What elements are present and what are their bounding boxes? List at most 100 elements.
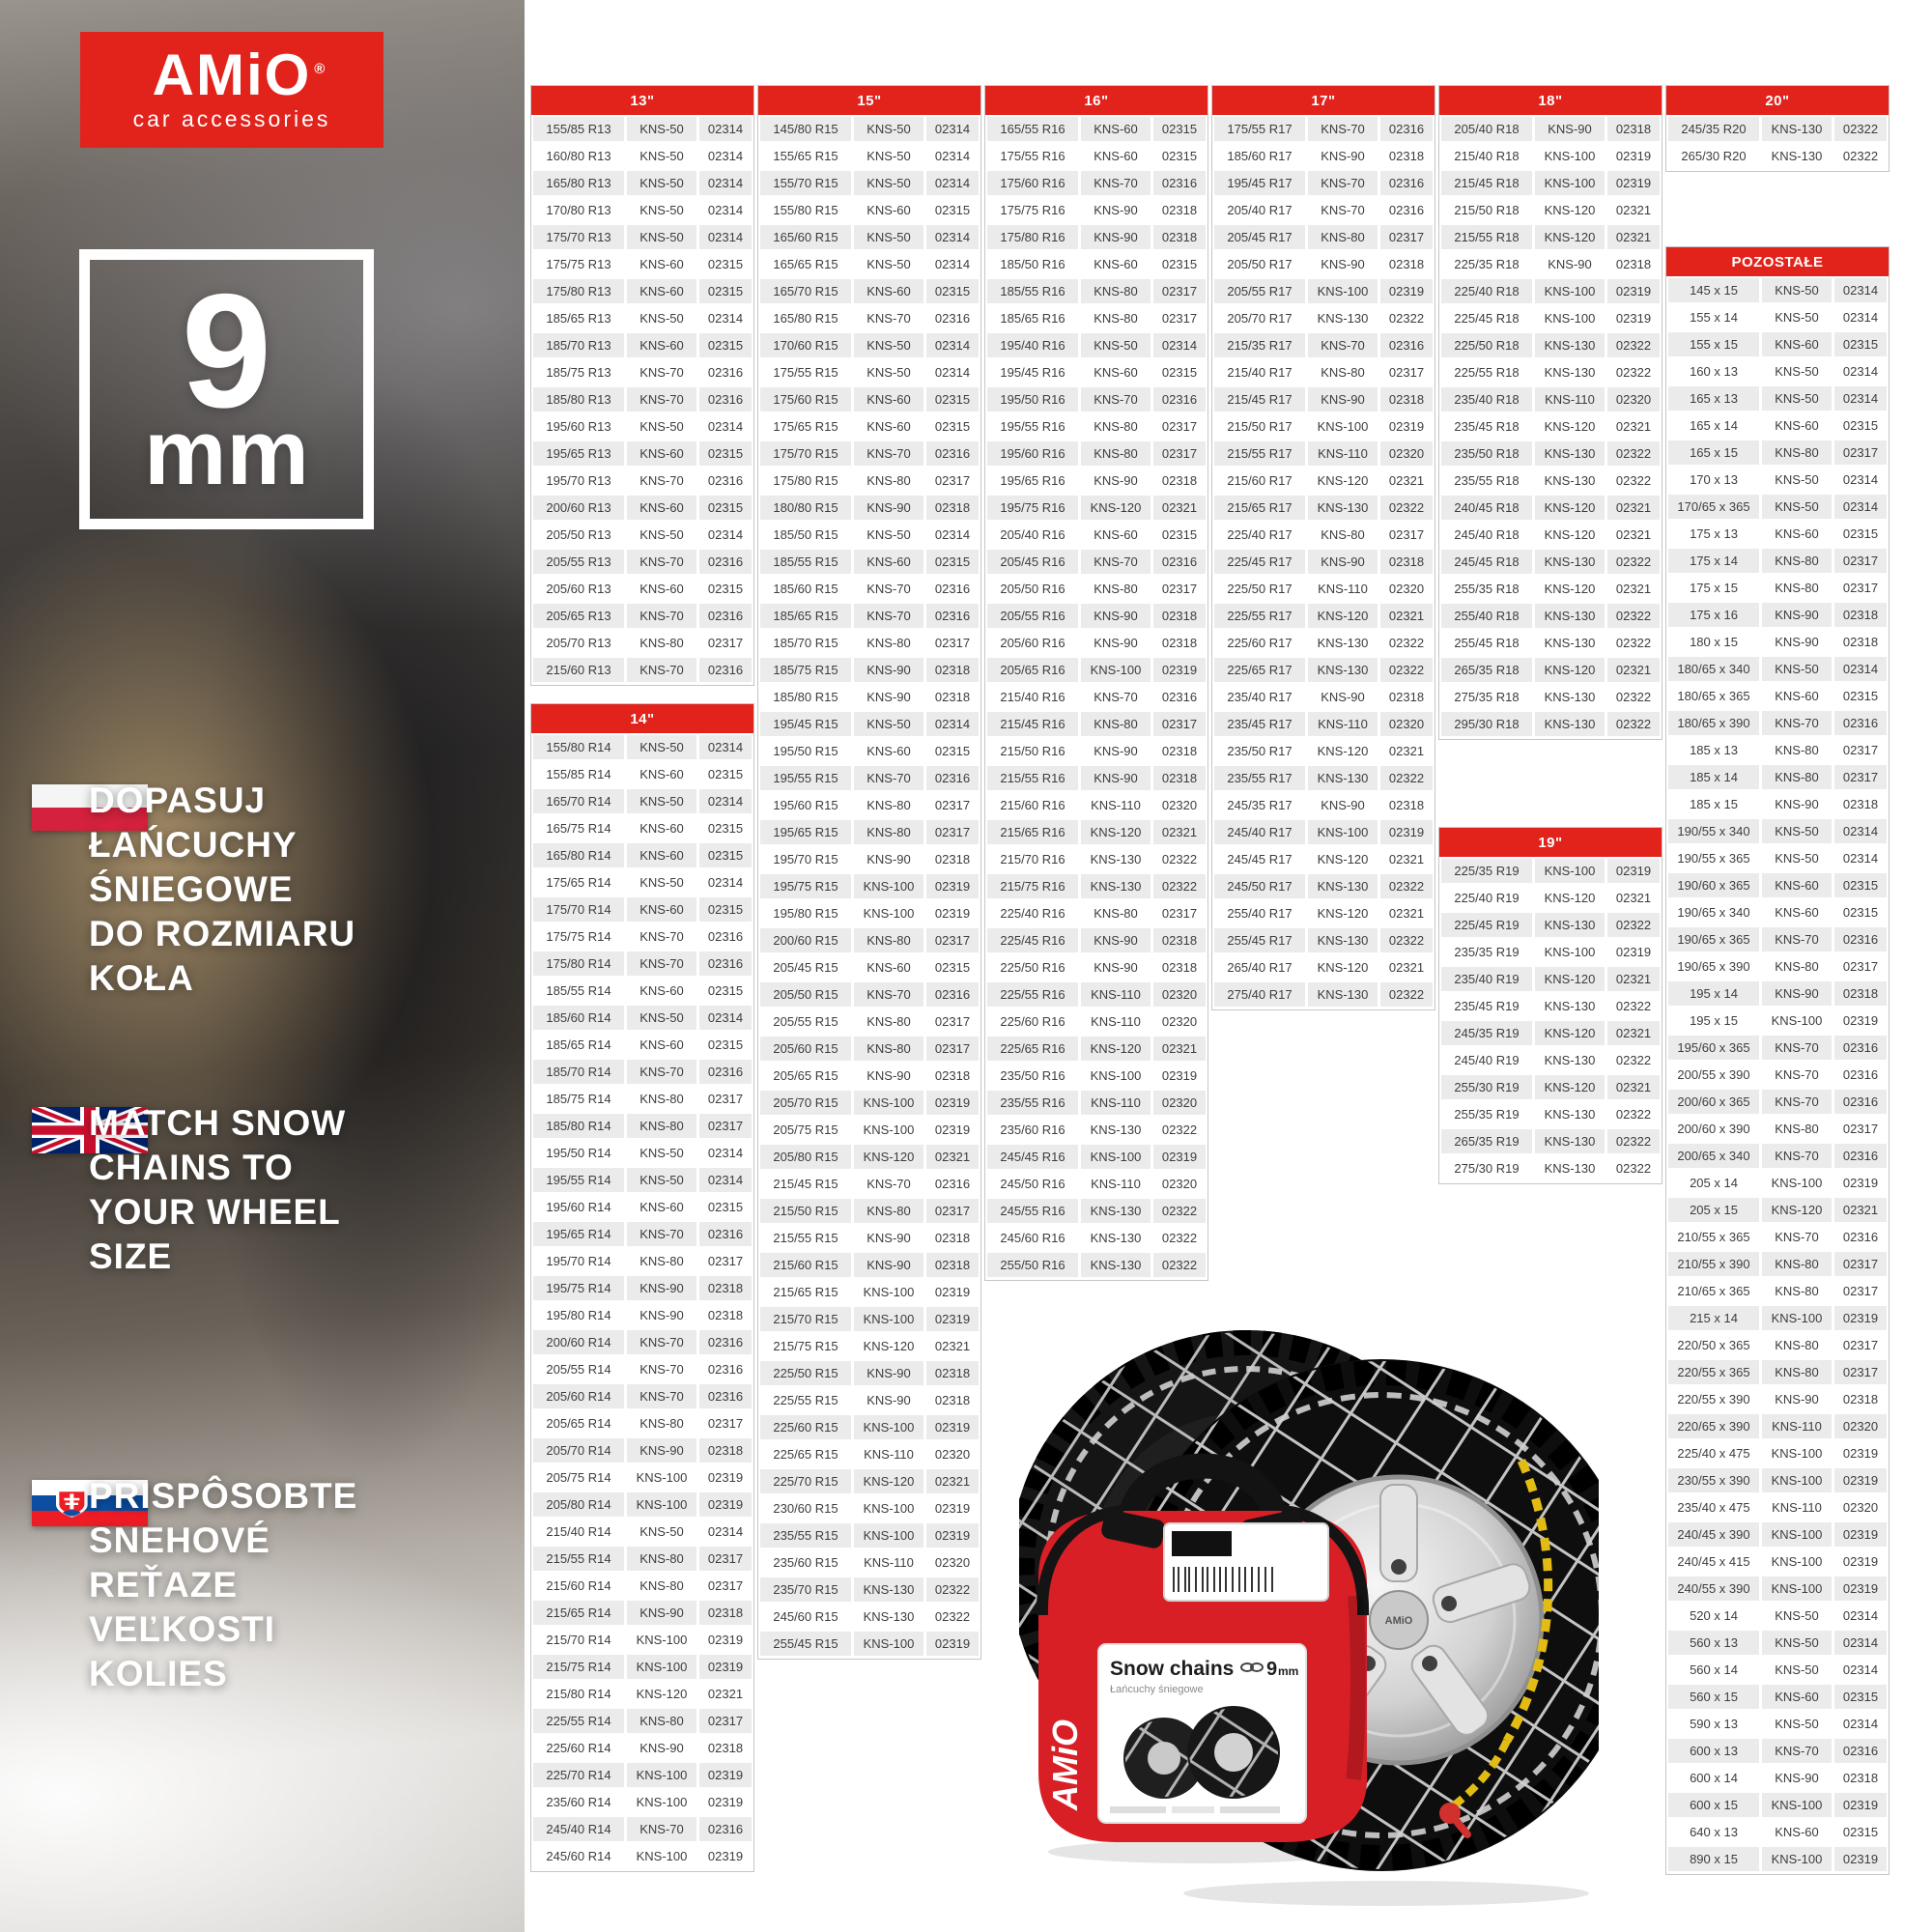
chain-model-cell: KNS-130 — [1090, 851, 1142, 867]
table-row: 215/75 R15 KNS-120 02321 — [760, 1332, 979, 1359]
table-row: 220/55 x 390 KNS-90 02318 — [1668, 1385, 1887, 1412]
product-code-cell: 02319 — [1834, 1792, 1887, 1817]
table-row: 165/60 R15 KNS-50 02314 — [760, 223, 979, 250]
table-16-inch: 16" 165/55 R16 KNS-60 02315 175/55 R16 KNS-6… — [984, 85, 1208, 1281]
tire-size-cell: 230/60 R15 — [773, 1500, 838, 1516]
tire-size-cell: 225/50 R17 — [1227, 581, 1293, 596]
chain-model-cell: KNS-110 — [1535, 386, 1605, 412]
chain-model-cell: KNS-130 — [1535, 912, 1605, 937]
chain-model-cell: KNS-120 — [1317, 851, 1369, 867]
sidebar-text-polish: DOPASUJ ŁAŃCUCHY ŚNIEGOWE DO ROZMIARU KO… — [89, 781, 356, 998]
table-14-inch-rows: 155/80 R14 KNS-50 02314 155/85 R14 KNS-60 023… — [531, 733, 753, 1871]
table-row: 185 x 15 KNS-90 02318 — [1668, 790, 1887, 817]
chain-model-cell: KNS-130 — [1544, 689, 1596, 704]
chain-model-cell: KNS-60 — [1081, 116, 1151, 141]
table-row: 155/65 R15 KNS-50 02314 — [760, 142, 979, 169]
chain-model-cell: KNS-60 — [1094, 526, 1138, 542]
tire-size-cell: 195/80 R15 — [773, 905, 838, 921]
tire-size-cell: 205/70 R14 — [533, 1437, 624, 1463]
tire-size-cell: 215/40 R14 — [546, 1523, 611, 1539]
table-other-sizes-rows: 145 x 15 KNS-50 02314 155 x 14 KNS-50 02314 15… — [1666, 276, 1889, 1874]
table-row: 195/55 R15 KNS-70 02316 — [760, 764, 979, 791]
tire-size-cell: 175/55 R15 — [773, 364, 838, 380]
table-row: 185 x 13 KNS-80 02317 — [1668, 736, 1887, 763]
tire-size-cell: 240/45 x 390 — [1668, 1521, 1759, 1547]
table-row: 255/45 R18 KNS-130 02322 — [1441, 629, 1660, 656]
tire-size-cell: 225/60 R16 — [1000, 1013, 1065, 1029]
chain-model-cell: KNS-70 — [854, 765, 923, 790]
chain-model-cell: KNS-130 — [1081, 1198, 1151, 1223]
product-code-cell: 02317 — [1834, 440, 1887, 465]
tire-size-cell: 185/70 R15 — [773, 635, 838, 650]
chain-model-cell: KNS-90 — [1321, 797, 1365, 812]
product-code-cell: 02318 — [1380, 549, 1433, 574]
table-row: 185/55 R14 KNS-60 02315 — [533, 977, 752, 1004]
table-row: 200/55 x 390 KNS-70 02316 — [1668, 1061, 1887, 1088]
product-code-cell: 02315 — [707, 256, 744, 271]
chain-size-value: 9 — [181, 260, 272, 442]
table-row: 225/45 R17 KNS-90 02318 — [1214, 548, 1433, 575]
chain-model-cell: KNS-100 — [854, 873, 923, 898]
chain-model-cell: KNS-80 — [627, 1708, 696, 1733]
product-code-cell: 02316 — [699, 1221, 752, 1246]
chain-model-cell: KNS-130 — [1308, 981, 1378, 1007]
sidebar-text-english: MATCH SNOW CHAINS TO YOUR WHEEL SIZE — [89, 1103, 347, 1276]
table-20-inch: 20" 245/35 R20 KNS-130 02322 265/30 R20 KNS-… — [1665, 85, 1889, 172]
chain-model-cell: KNS-70 — [1775, 1229, 1819, 1244]
chain-model-cell: KNS-130 — [1544, 472, 1596, 488]
tire-size-cell: 225/55 R16 — [987, 981, 1078, 1007]
chain-model-cell: KNS-90 — [867, 1392, 911, 1407]
chain-model-cell: KNS-90 — [867, 1230, 911, 1245]
table-row: 165/70 R15 KNS-60 02315 — [760, 277, 979, 304]
table-row: 210/65 x 365 KNS-80 02317 — [1668, 1277, 1887, 1304]
chain-model-cell: KNS-70 — [1321, 202, 1365, 217]
tire-size-cell: 175/60 R16 — [987, 170, 1078, 195]
tire-size-cell: 215/75 R16 — [987, 873, 1078, 898]
product-code-cell: 02318 — [1842, 796, 1879, 811]
table-row: 215/70 R16 KNS-130 02322 — [987, 845, 1206, 872]
tire-size-cell: 195/65 R16 — [1000, 472, 1065, 488]
tire-size-cell: 215/40 R16 — [1000, 689, 1065, 704]
table-row: 265/40 R17 KNS-120 02321 — [1214, 953, 1433, 980]
bag-label-subtitle: Łańcuchy śniegowe — [1110, 1684, 1204, 1695]
product-code-cell: 02316 — [699, 657, 752, 682]
tire-size-cell: 195/45 R15 — [760, 711, 851, 736]
table-row: 220/65 x 390 KNS-110 02320 — [1668, 1412, 1887, 1439]
table-row: 215/40 R16 KNS-70 02316 — [987, 683, 1206, 710]
brand-name: AMiO — [152, 43, 312, 107]
table-row: 200/60 x 365 KNS-70 02316 — [1668, 1088, 1887, 1115]
table-row: 255/40 R17 KNS-120 02321 — [1214, 899, 1433, 926]
tire-size-cell: 245/35 R17 — [1227, 797, 1293, 812]
tire-size-cell: 220/55 x 365 — [1668, 1359, 1759, 1384]
tire-size-cell: 245/35 R20 — [1668, 116, 1759, 141]
chain-model-cell: KNS-50 — [1762, 818, 1832, 843]
table-row: 175/80 R16 KNS-90 02318 — [987, 223, 1206, 250]
tire-size-cell: 155/80 R15 — [773, 202, 838, 217]
tire-size-cell: 185/55 R16 — [987, 278, 1078, 303]
product-code-cell: 02322 — [934, 1608, 971, 1624]
product-code-cell: 02319 — [1842, 1175, 1879, 1190]
product-code-cell: 02322 — [1161, 851, 1198, 867]
table-13-inch-title: 13" — [531, 86, 753, 115]
product-code-cell: 02314 — [707, 310, 744, 326]
chain-model-cell: KNS-70 — [1308, 332, 1378, 357]
product-code-cell: 02322 — [1615, 998, 1652, 1013]
tire-size-cell: 225/55 R14 — [533, 1708, 624, 1733]
chain-model-cell: KNS-100 — [1308, 819, 1378, 844]
table-row: 245/50 R17 KNS-130 02322 — [1214, 872, 1433, 899]
tire-size-cell: 185/70 R13 — [533, 332, 624, 357]
product-code-cell: 02319 — [926, 1090, 979, 1115]
product-code-cell: 02322 — [1380, 873, 1433, 898]
table-row: 195/65 R16 KNS-90 02318 — [987, 467, 1206, 494]
tire-size-cell: 180/65 x 390 — [1668, 710, 1759, 735]
chain-model-cell: KNS-130 — [1535, 440, 1605, 466]
tire-size-cell: 560 x 15 — [1668, 1684, 1759, 1709]
product-code-cell: 02315 — [1842, 904, 1879, 920]
chain-model-cell: KNS-130 — [1081, 873, 1151, 898]
product-code-cell: 02322 — [1380, 657, 1433, 682]
product-code-cell: 02316 — [934, 310, 971, 326]
tire-size-cell: 215/80 R14 — [546, 1686, 611, 1701]
tire-size-cell: 205/65 R15 — [773, 1067, 838, 1083]
tire-size-cell: 185/65 R14 — [546, 1037, 611, 1052]
chain-model-cell: KNS-90 — [1094, 635, 1138, 650]
